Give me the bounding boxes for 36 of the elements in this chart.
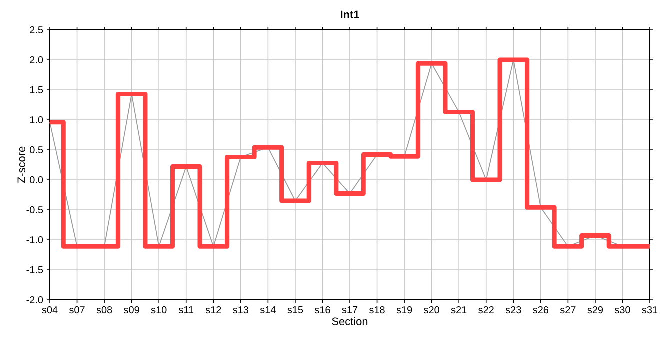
y-tick-label: -1.0	[26, 236, 44, 244]
x-tick-label: s22	[478, 306, 494, 314]
y-tick-label: 1.0	[30, 116, 44, 124]
y-tick-label: 0.0	[30, 176, 44, 184]
x-tick-label: s12	[206, 306, 222, 314]
y-tick-label: -0.5	[26, 206, 44, 214]
x-tick-label: s08	[96, 306, 112, 314]
x-tick-label: s30	[614, 306, 630, 314]
x-tick-label: s26	[533, 306, 549, 314]
y-tick-label: 1.5	[30, 86, 44, 94]
x-tick-label: s13	[233, 306, 249, 314]
chart-title: Int1	[340, 10, 360, 18]
x-tick-label: s10	[151, 306, 167, 314]
y-tick-label: 0.5	[30, 146, 44, 154]
x-tick-label: s31	[642, 306, 658, 314]
y-tick-label: 2.0	[30, 56, 44, 64]
x-tick-label: s18	[370, 306, 385, 314]
x-tick-label: s14	[260, 306, 276, 314]
x-tick-label: s17	[342, 306, 358, 314]
x-axis-title: Section	[332, 317, 368, 326]
y-tick-label: -2.0	[26, 296, 44, 304]
x-tick-label: s16	[314, 306, 330, 314]
x-tick-label: s15	[288, 306, 304, 314]
y-tick-label: -1.5	[26, 266, 44, 274]
x-tick-label: s04	[42, 306, 58, 314]
x-tick-label: s20	[424, 306, 440, 314]
y-tick-label: 2.5	[30, 26, 44, 34]
x-tick-label: s29	[588, 306, 604, 314]
x-tick-label: s27	[560, 306, 576, 314]
y-axis-title: Z-score	[18, 146, 26, 184]
x-tick-label: s09	[124, 306, 140, 314]
x-tick-label: s11	[178, 306, 194, 314]
x-tick-label: s23	[506, 306, 522, 314]
x-tick-label: s19	[396, 306, 412, 314]
x-tick-label: s07	[70, 306, 85, 314]
x-tick-label: s21	[451, 306, 467, 314]
